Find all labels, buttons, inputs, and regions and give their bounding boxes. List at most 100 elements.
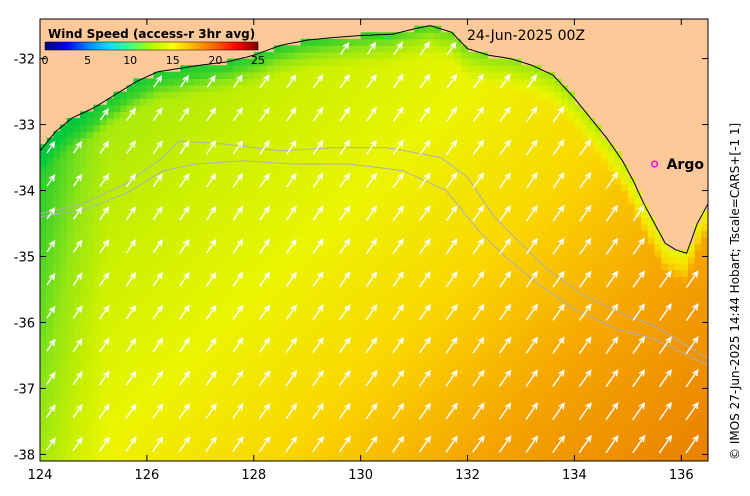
wind-speed-cell xyxy=(374,289,382,297)
wind-speed-cell xyxy=(300,203,308,211)
wind-speed-cell xyxy=(313,45,322,53)
wind-speed-cell xyxy=(487,230,495,238)
wind-speed-cell xyxy=(66,216,74,225)
wind-speed-cell xyxy=(66,296,74,304)
wind-speed-cell xyxy=(193,421,201,429)
wind-speed-cell xyxy=(561,124,569,132)
wind-speed-cell xyxy=(447,414,455,423)
wind-speed-cell xyxy=(561,414,569,423)
wind-speed-cell xyxy=(86,249,95,258)
wind-speed-cell xyxy=(507,434,515,442)
wind-speed-cell xyxy=(520,104,529,112)
wind-speed-cell xyxy=(487,150,495,159)
wind-speed-cell xyxy=(574,315,582,324)
wind-speed-cell xyxy=(333,454,342,461)
wind-speed-cell xyxy=(120,236,128,244)
wind-speed-cell xyxy=(160,368,168,376)
wind-speed-cell xyxy=(173,243,181,251)
wind-speed-cell xyxy=(80,216,88,225)
wind-speed-cell xyxy=(547,164,555,172)
wind-speed-cell xyxy=(380,421,388,429)
wind-speed-cell xyxy=(313,269,322,277)
wind-speed-cell xyxy=(567,428,575,436)
wind-speed-cell xyxy=(126,296,135,304)
wind-speed-cell xyxy=(480,177,489,185)
wind-speed-cell xyxy=(367,65,375,73)
wind-speed-cell xyxy=(200,335,208,343)
wind-speed-cell xyxy=(500,296,509,304)
wind-speed-cell xyxy=(514,150,522,159)
wind-speed-cell xyxy=(574,335,582,343)
wind-speed-cell xyxy=(313,197,322,205)
wind-speed-cell xyxy=(434,170,442,178)
wind-speed-cell xyxy=(460,144,469,152)
wind-speed-cell xyxy=(320,84,328,93)
wind-speed-cell xyxy=(514,216,522,225)
wind-speed-cell xyxy=(86,395,95,403)
wind-speed-cell xyxy=(340,164,348,172)
wind-speed-cell xyxy=(547,216,555,225)
wind-speed-cell xyxy=(353,276,362,284)
wind-speed-cell xyxy=(360,197,368,205)
wind-speed-cell xyxy=(86,342,95,350)
wind-speed-cell xyxy=(387,362,395,370)
wind-speed-cell xyxy=(520,91,529,99)
wind-speed-cell xyxy=(534,243,542,251)
wind-speed-cell xyxy=(126,91,135,99)
wind-speed-cell xyxy=(113,362,121,370)
wind-speed-cell xyxy=(140,309,148,317)
wind-speed-cell xyxy=(113,408,121,416)
wind-speed-cell xyxy=(227,408,235,416)
wind-speed-cell xyxy=(500,197,509,205)
wind-speed-cell xyxy=(106,210,115,218)
wind-speed-cell xyxy=(173,98,181,106)
wind-speed-cell xyxy=(407,249,415,258)
wind-speed-cell xyxy=(173,223,181,231)
wind-speed-cell xyxy=(414,177,422,185)
wind-speed-cell xyxy=(126,157,135,165)
wind-speed-cell xyxy=(253,203,262,211)
wind-speed-cell xyxy=(186,243,195,251)
wind-speed-cell xyxy=(387,256,395,264)
wind-speed-cell xyxy=(487,441,495,449)
wind-speed-cell xyxy=(240,144,248,152)
wind-speed-cell xyxy=(534,197,542,205)
wind-speed-cell xyxy=(267,329,275,337)
wind-speed-cell xyxy=(267,111,275,119)
wind-speed-cell xyxy=(40,348,48,357)
wind-speed-cell xyxy=(126,335,135,343)
wind-speed-cell xyxy=(113,203,121,211)
wind-speed-cell xyxy=(287,71,295,79)
wind-speed-cell xyxy=(213,249,221,258)
wind-speed-cell xyxy=(80,117,88,126)
wind-speed-cell xyxy=(240,190,248,198)
wind-speed-cell xyxy=(434,71,442,79)
wind-speed-cell xyxy=(427,230,435,238)
wind-speed-cell xyxy=(574,348,582,357)
wind-speed-cell xyxy=(113,104,121,112)
wind-speed-cell xyxy=(253,309,262,317)
wind-speed-cell xyxy=(113,375,121,383)
wind-speed-cell xyxy=(140,111,148,119)
wind-speed-cell xyxy=(307,447,315,456)
wind-speed-cell xyxy=(186,428,195,436)
wind-speed-cell xyxy=(547,157,555,165)
wind-speed-cell xyxy=(574,137,582,145)
wind-speed-cell xyxy=(287,157,295,165)
wind-speed-cell xyxy=(200,309,208,317)
wind-speed-cell xyxy=(213,381,221,390)
wind-speed-cell xyxy=(207,256,215,264)
wind-speed-cell xyxy=(487,65,495,73)
wind-speed-cell xyxy=(561,98,569,106)
wind-speed-cell xyxy=(360,216,368,225)
wind-speed-cell xyxy=(106,421,115,429)
wind-speed-cell xyxy=(273,408,282,416)
wind-speed-cell xyxy=(287,395,295,403)
wind-speed-cell xyxy=(400,282,408,291)
wind-speed-cell xyxy=(547,342,555,350)
wind-speed-cell xyxy=(500,388,509,396)
wind-speed-cell xyxy=(514,276,522,284)
wind-speed-cell xyxy=(260,84,268,93)
wind-speed-cell xyxy=(467,428,475,436)
wind-speed-cell xyxy=(173,91,181,99)
